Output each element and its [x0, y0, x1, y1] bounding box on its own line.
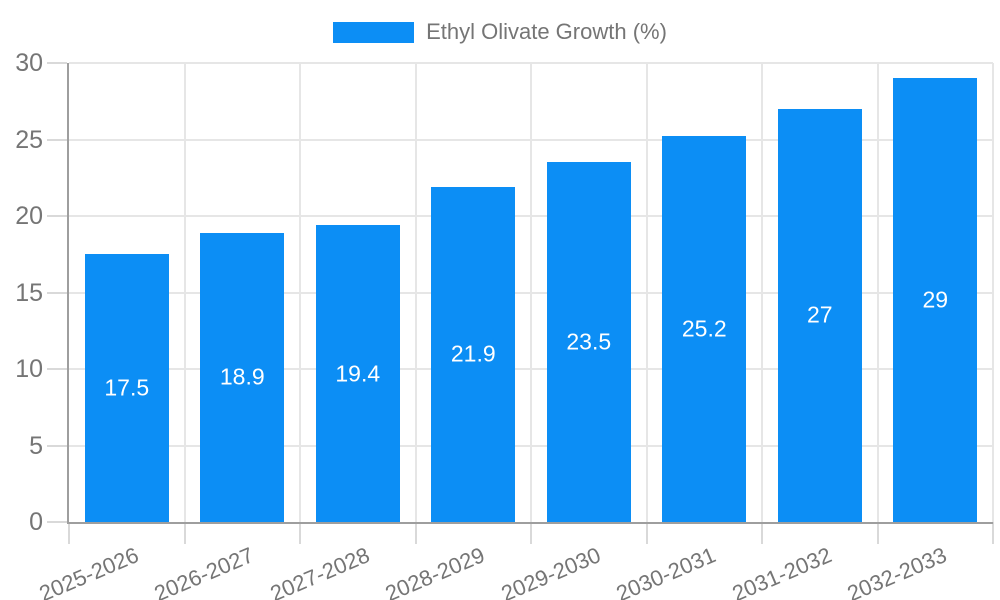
x-axis-tick-label: 2030-2031	[612, 542, 720, 600]
bar-value-label: 17.5	[104, 374, 150, 401]
legend-swatch-icon	[333, 21, 415, 43]
y-axis-tick-label: 30	[15, 49, 43, 77]
y-tick-mark	[47, 138, 67, 141]
x-gridline	[414, 63, 417, 522]
y-axis-line	[67, 63, 69, 524]
plot-area: 0 5 10 15 20 25 30 17.5 2025-2026 18.9 2026-2027 19…	[15, 51, 994, 600]
bar-value-label: 19.4	[335, 360, 381, 387]
legend-item[interactable]: Ethyl Olivate Growth (%)	[333, 21, 667, 43]
x-gridline	[876, 63, 879, 522]
x-axis-tick-label: 2026-2027	[150, 542, 258, 600]
x-tick-mark	[414, 522, 417, 544]
x-tick-mark	[530, 522, 532, 544]
y-tick-mark	[47, 368, 67, 370]
x-tick-mark	[876, 522, 879, 544]
bar-value-label: 23.5	[566, 328, 612, 355]
bar-value-label: 18.9	[219, 363, 265, 390]
x-axis-tick-label: 2028-2029	[381, 542, 489, 600]
x-gridline	[992, 63, 994, 522]
bar[interactable]: 29	[893, 78, 978, 522]
x-tick-mark	[183, 522, 186, 544]
x-axis-tick-label: 2027-2028	[266, 542, 373, 600]
legend-label: Ethyl Olivate Growth (%)	[426, 19, 667, 44]
x-gridline	[183, 63, 186, 522]
bar-value-label: 29	[922, 286, 949, 313]
x-axis-tick-label: 2025-2026	[35, 542, 142, 600]
x-axis-tick-label: 2029-2030	[497, 542, 604, 600]
x-gridline	[299, 63, 301, 522]
y-tick-mark	[47, 444, 67, 447]
bar-value-label: 25.2	[681, 315, 727, 342]
y-tick-mark	[47, 521, 67, 523]
y-axis-tick-label: 15	[15, 278, 43, 307]
bar[interactable]: 18.9	[200, 232, 285, 522]
bar[interactable]: 27	[777, 108, 862, 522]
bar[interactable]: 23.5	[546, 162, 631, 522]
x-gridline	[530, 63, 532, 522]
bar[interactable]: 25.2	[662, 136, 747, 522]
y-axis-tick-label: 25	[15, 125, 43, 154]
x-tick-mark	[299, 522, 301, 544]
y-tick-mark	[47, 291, 67, 294]
y-tick-mark	[47, 215, 67, 217]
bar[interactable]: 21.9	[431, 186, 516, 522]
bar[interactable]: 17.5	[84, 254, 169, 522]
x-tick-mark	[761, 522, 763, 544]
x-axis-line	[67, 522, 993, 524]
x-axis-tick-label: 2032-2033	[843, 542, 951, 600]
bar[interactable]: 19.4	[315, 225, 400, 522]
bar-value-label: 27	[806, 301, 833, 328]
chart-legend: Ethyl Olivate Growth (%)	[0, 21, 1000, 43]
y-axis-tick-label: 0	[29, 508, 43, 536]
y-axis-tick-label: 20	[15, 202, 43, 230]
x-gridline	[645, 63, 648, 522]
x-tick-mark	[992, 522, 994, 544]
y-axis-tick-label: 10	[15, 355, 43, 383]
y-axis-tick-label: 5	[29, 431, 43, 460]
x-axis-tick-label: 2031-2032	[728, 542, 835, 600]
bar-value-label: 21.9	[450, 340, 496, 367]
x-tick-mark	[645, 522, 648, 544]
x-gridline	[761, 63, 763, 522]
x-tick-mark	[68, 522, 70, 544]
y-tick-mark	[47, 62, 67, 64]
